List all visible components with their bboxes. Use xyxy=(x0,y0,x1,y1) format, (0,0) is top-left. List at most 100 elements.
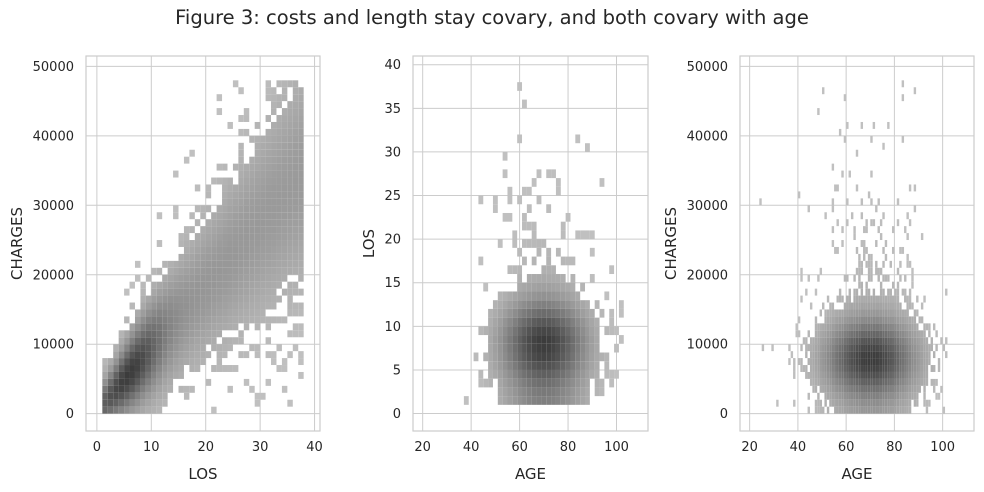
histogram-bin xyxy=(805,371,808,379)
histogram-bin xyxy=(260,170,266,178)
histogram-bin xyxy=(298,371,304,379)
histogram-bin xyxy=(855,267,859,275)
histogram-bin xyxy=(243,233,250,241)
histogram-bin xyxy=(113,351,119,359)
histogram-bin xyxy=(589,308,595,318)
histogram-bin xyxy=(904,406,907,414)
histogram-bin xyxy=(265,316,272,324)
histogram-bin xyxy=(575,134,581,144)
histogram-bin xyxy=(822,302,825,310)
histogram-bin xyxy=(826,316,830,324)
histogram-bin xyxy=(281,184,288,192)
histogram-bin xyxy=(249,344,255,352)
histogram-bin xyxy=(173,337,179,345)
histogram-bin xyxy=(194,316,201,324)
histogram-bin xyxy=(222,323,228,331)
histogram-bin xyxy=(151,330,157,338)
histogram-bin xyxy=(858,302,861,310)
histogram-bin xyxy=(887,365,890,372)
histogram-bin xyxy=(238,260,244,268)
y-tick-label: 10000 xyxy=(687,338,728,353)
histogram-bin xyxy=(879,233,883,241)
histogram-bin xyxy=(222,163,228,171)
histogram-bin xyxy=(254,121,261,129)
histogram-bin xyxy=(872,385,876,393)
histogram-bin xyxy=(906,406,909,414)
histogram-bin xyxy=(260,184,266,192)
histogram-bin xyxy=(846,198,849,206)
histogram-bin xyxy=(292,240,299,247)
histogram-bin xyxy=(227,260,233,268)
histogram-bin xyxy=(887,330,890,338)
histogram-bin xyxy=(870,295,873,303)
histogram-bin xyxy=(260,163,266,171)
histogram-bin xyxy=(850,371,854,379)
histogram-bin xyxy=(522,326,527,336)
histogram-bin xyxy=(916,323,919,331)
histogram-bin xyxy=(848,406,851,414)
histogram-bin xyxy=(906,233,909,241)
histogram-bin xyxy=(879,399,883,407)
histogram-bin xyxy=(298,351,304,359)
histogram-bin xyxy=(826,392,830,400)
histogram-bin xyxy=(901,316,905,324)
histogram-bin xyxy=(189,330,195,338)
histogram-bin xyxy=(232,184,239,192)
histogram-bin xyxy=(167,365,174,372)
histogram-bin xyxy=(846,309,849,317)
histogram-bin xyxy=(140,378,146,386)
histogram-bin xyxy=(911,385,914,393)
histogram-bin xyxy=(904,351,907,359)
histogram-bin xyxy=(140,399,146,407)
histogram-bin xyxy=(531,239,537,248)
histogram-bin xyxy=(238,309,244,317)
histogram-bin xyxy=(205,240,212,247)
histogram-bin xyxy=(200,205,206,213)
histogram-bin xyxy=(292,267,299,275)
histogram-bin xyxy=(243,198,250,206)
histogram-bin xyxy=(795,323,798,331)
histogram-bin xyxy=(292,281,299,289)
histogram-bin xyxy=(850,302,854,310)
histogram-bin xyxy=(896,351,900,359)
histogram-bin xyxy=(867,302,871,310)
histogram-bin xyxy=(834,246,837,254)
histogram-bin xyxy=(173,371,179,379)
histogram-bin xyxy=(287,128,293,136)
histogram-bin xyxy=(843,330,847,338)
histogram-bin xyxy=(276,149,282,157)
histogram-bin xyxy=(904,358,907,366)
histogram-bin xyxy=(570,369,576,379)
histogram-bin xyxy=(276,170,282,178)
histogram-bin xyxy=(488,343,493,353)
histogram-bin xyxy=(546,335,552,344)
histogram-bin xyxy=(877,323,880,331)
histogram-bin xyxy=(211,316,217,324)
histogram-bin xyxy=(249,184,255,192)
histogram-bin xyxy=(809,302,813,310)
histogram-bin xyxy=(162,365,168,372)
histogram-bin xyxy=(555,352,561,362)
histogram-bin xyxy=(867,337,871,345)
histogram-bin xyxy=(156,330,163,338)
histogram-bin xyxy=(254,309,261,317)
histogram-bin xyxy=(555,369,561,379)
histogram-bin xyxy=(298,274,304,282)
histogram-bin xyxy=(178,260,184,268)
histogram-bin xyxy=(838,288,842,296)
histogram-bin xyxy=(887,399,890,407)
histogram-bin xyxy=(865,302,868,310)
y-tick-label: 20000 xyxy=(687,268,728,283)
histogram-bin xyxy=(194,309,201,317)
histogram-bin xyxy=(536,291,542,301)
histogram-bin xyxy=(492,369,498,379)
histogram-bin xyxy=(899,385,902,393)
histogram-bin xyxy=(145,358,152,366)
histogram-bin xyxy=(916,371,919,379)
histogram-bin xyxy=(243,260,250,268)
histogram-bin xyxy=(265,212,272,220)
histogram-bin xyxy=(848,358,851,366)
histogram-bin xyxy=(872,323,876,331)
histogram-bin xyxy=(817,323,820,331)
histogram-bin xyxy=(276,260,282,268)
